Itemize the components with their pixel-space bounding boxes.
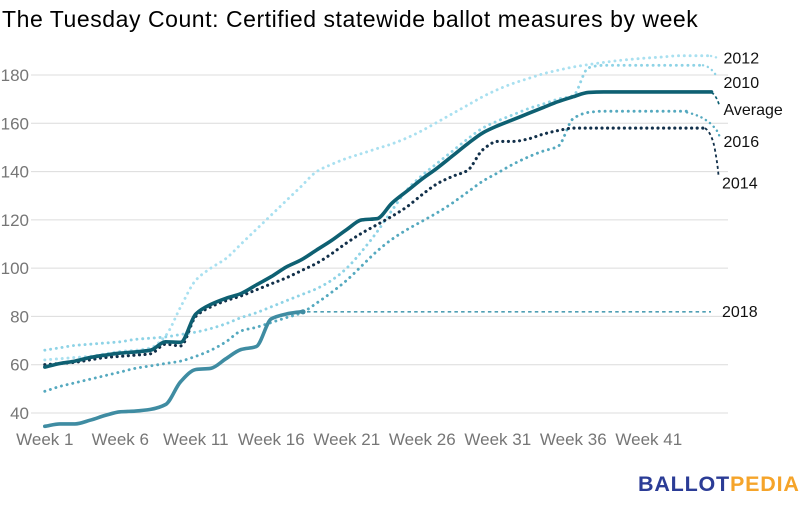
svg-text:120: 120 xyxy=(1,211,29,230)
svg-text:60: 60 xyxy=(10,356,29,375)
svg-text:Week 21: Week 21 xyxy=(313,430,380,449)
svg-text:2012: 2012 xyxy=(724,51,760,68)
svg-text:40: 40 xyxy=(10,404,29,423)
svg-text:Week 26: Week 26 xyxy=(389,430,456,449)
svg-text:2016: 2016 xyxy=(724,134,760,151)
svg-text:80: 80 xyxy=(10,307,29,326)
svg-text:Week 1: Week 1 xyxy=(16,430,73,449)
svg-text:140: 140 xyxy=(1,163,29,182)
svg-text:Week 6: Week 6 xyxy=(92,430,149,449)
svg-text:Week 41: Week 41 xyxy=(615,430,682,449)
svg-text:2010: 2010 xyxy=(724,75,760,92)
svg-text:2018: 2018 xyxy=(722,304,758,321)
svg-text:160: 160 xyxy=(1,114,29,133)
svg-text:Week 36: Week 36 xyxy=(540,430,607,449)
svg-text:100: 100 xyxy=(1,259,29,278)
svg-text:Week 11: Week 11 xyxy=(163,430,229,449)
svg-text:Week 16: Week 16 xyxy=(238,430,305,449)
svg-text:Average: Average xyxy=(724,102,783,119)
svg-text:Week 31: Week 31 xyxy=(464,430,531,449)
svg-text:180: 180 xyxy=(1,66,29,85)
svg-text:2014: 2014 xyxy=(722,175,758,192)
